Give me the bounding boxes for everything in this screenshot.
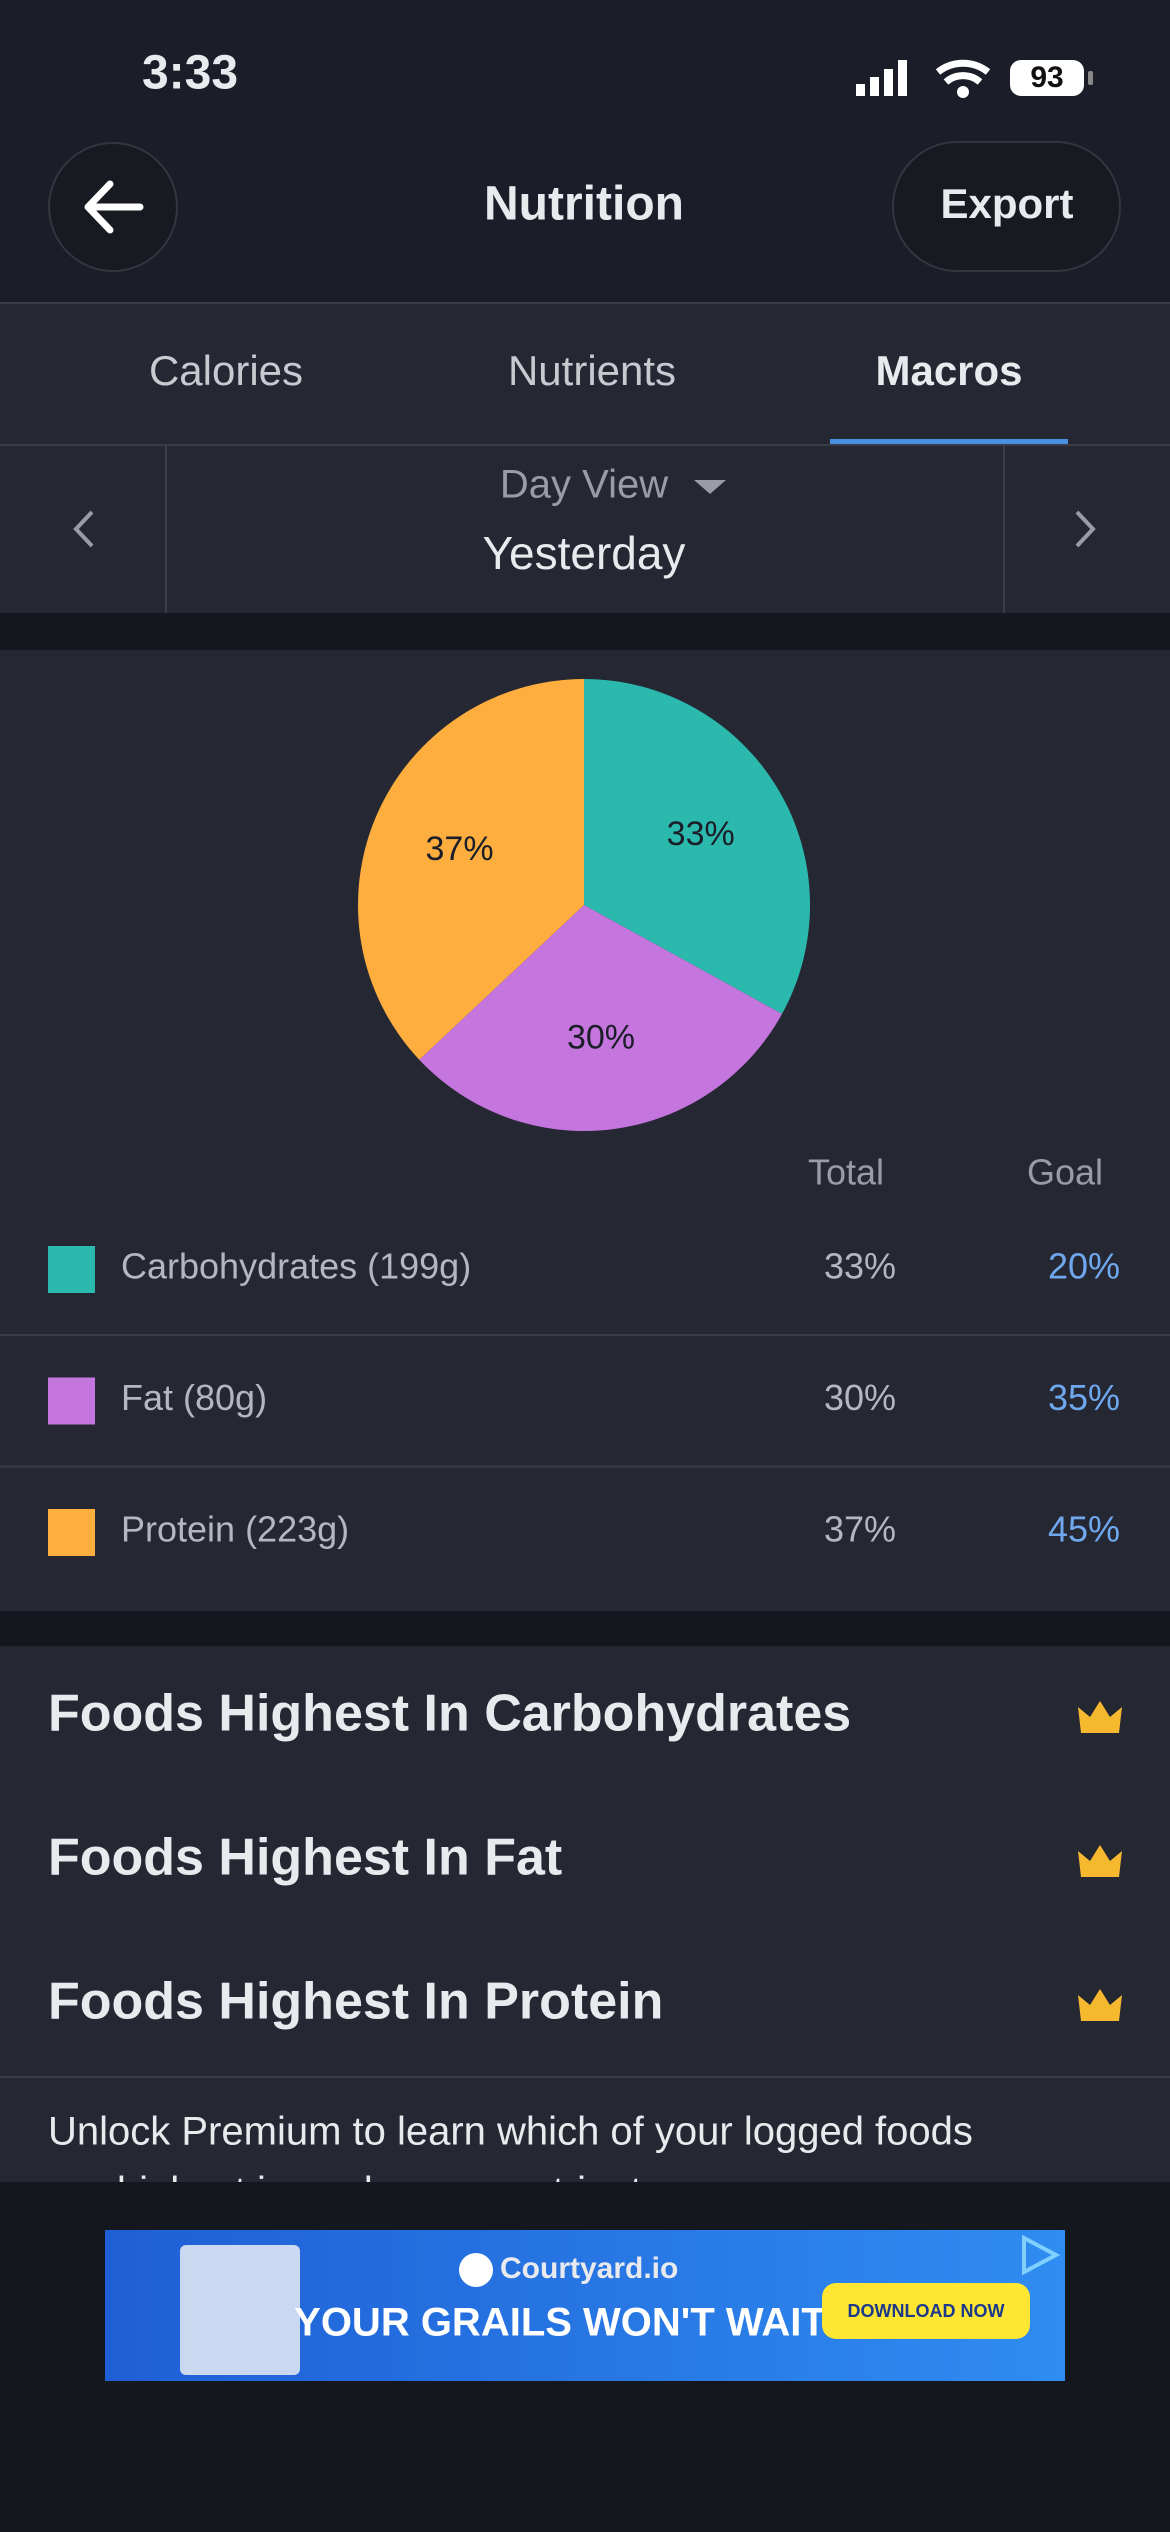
slice-label: 30% (567, 1019, 635, 1057)
premium-crown (1078, 1701, 1122, 1733)
tab[interactable]: Nutrients (508, 347, 676, 394)
macro-table: Carbohydrates (199g) 33% 20% Fat (80g) 30% 35… (0, 1246, 1170, 1556)
ad-image (180, 2245, 300, 2375)
goal-value: 45% (1048, 1509, 1120, 1550)
ad-choices[interactable] (1022, 2234, 1061, 2276)
wifi-icon (935, 59, 991, 85)
column-header: Total (808, 1152, 884, 1193)
goal-value: 20% (1048, 1246, 1120, 1287)
legend-swatch (48, 1377, 95, 1425)
column-header: Goal (1027, 1152, 1103, 1193)
tab[interactable]: Calories (149, 347, 303, 394)
back-arrow (84, 180, 144, 234)
premium-crown (1078, 1989, 1122, 2021)
slice-label: 37% (426, 830, 494, 868)
section-title[interactable]: Foods Highest In Carbohydrates (48, 1685, 851, 1743)
battery (1010, 60, 1084, 96)
tab-active[interactable]: Macros (875, 347, 1022, 394)
total-value: 33% (824, 1246, 896, 1287)
slice-label: 33% (667, 815, 735, 853)
battery-tip (1088, 71, 1093, 85)
tab-underline (830, 439, 1068, 445)
total-value: 37% (824, 1509, 896, 1550)
total-value: 30% (824, 1377, 896, 1418)
legend-label: Protein (223g) (121, 1509, 349, 1550)
section-title[interactable]: Foods Highest In Protein (48, 1973, 663, 2031)
legend-label: Fat (80g) (121, 1377, 267, 1418)
premium-text: Unlock Premium to learn which of your lo… (48, 2110, 973, 2154)
pie-slice (419, 905, 783, 1131)
sections-card (0, 1646, 1170, 2182)
signal-icon (856, 60, 907, 96)
clock: 3:33 (142, 47, 238, 100)
ad-headline: YOUR GRAILS WON'T WAIT (294, 2301, 826, 2345)
pie-chart: 33% 30% 37% (357, 678, 810, 1131)
ad-brand: Courtyard.io (500, 2252, 678, 2285)
legend-swatch (48, 1509, 95, 1556)
premium-crown (1078, 1845, 1122, 1877)
wifi-dot (957, 86, 969, 98)
tabs-bg (0, 303, 1170, 613)
pie-slice (357, 678, 584, 1060)
export-label: Export (940, 180, 1073, 227)
ad-cta-label: DOWNLOAD NOW (848, 2301, 1005, 2321)
next-button[interactable] (1075, 510, 1096, 548)
battery-level: 93 (1030, 61, 1063, 94)
export-button[interactable] (892, 141, 1121, 272)
goal-value: 35% (1048, 1377, 1120, 1418)
legend-label: Carbohydrates (199g) (121, 1246, 471, 1287)
ad-cta[interactable] (822, 2283, 1030, 2339)
section-list: Foods Highest In Carbohydrates Foods High… (48, 1685, 1122, 2031)
section-title[interactable]: Foods Highest In Fat (48, 1829, 562, 1887)
view-selector[interactable]: Day View (500, 463, 668, 507)
dropdown-caret (694, 480, 726, 494)
legend-swatch (48, 1246, 95, 1293)
date-label: Yesterday (483, 527, 686, 579)
page-title: Nutrition (484, 178, 684, 231)
prev-button[interactable] (73, 510, 94, 548)
pie-slice (584, 679, 810, 1014)
ad-logo (459, 2253, 493, 2287)
